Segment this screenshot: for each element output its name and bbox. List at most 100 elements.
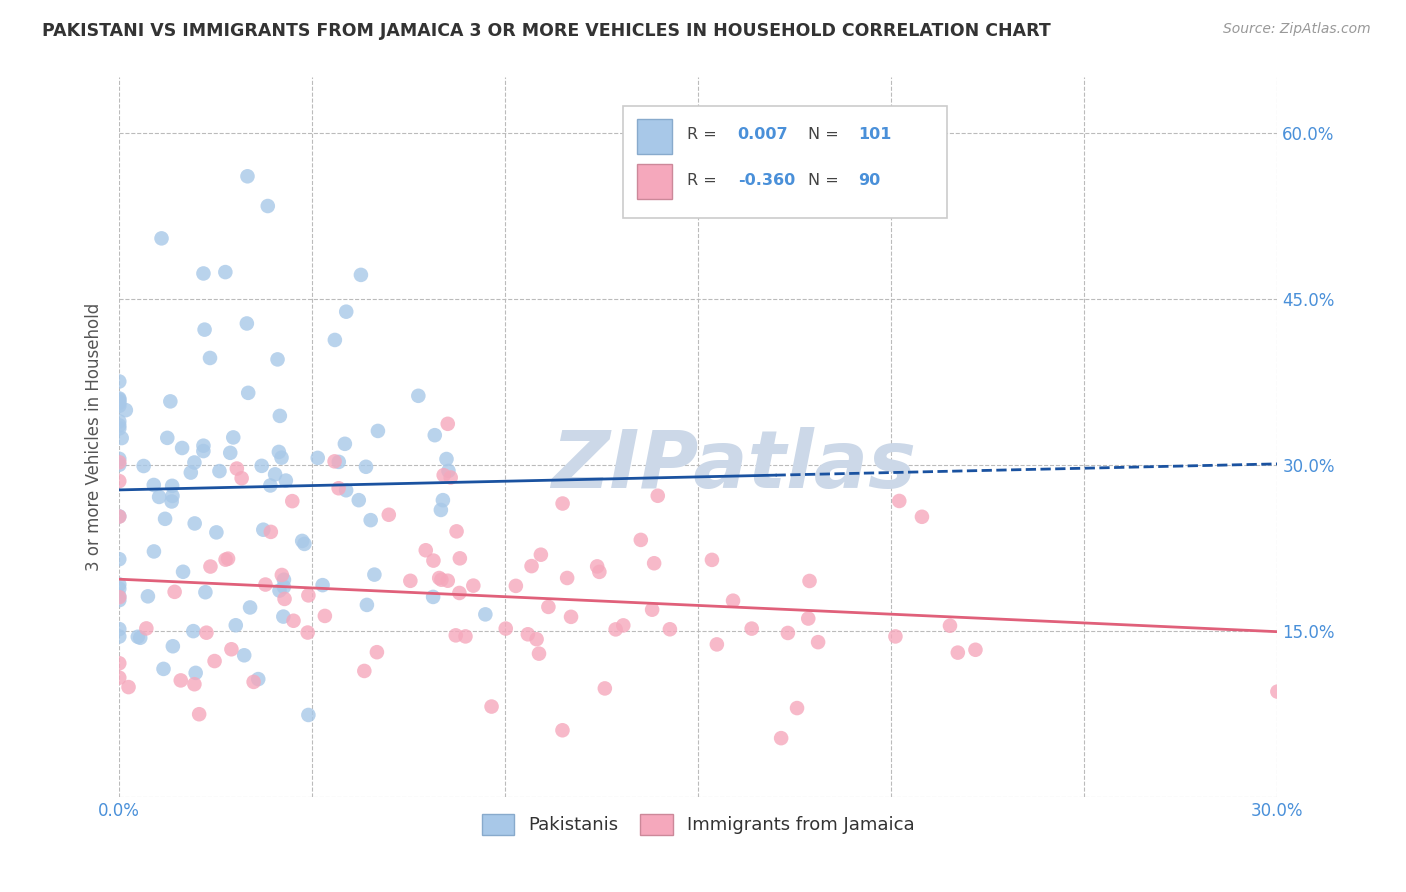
Point [588,565,610,579]
Point [159,394,181,409]
Point [333,437,356,451]
Point [108,394,131,409]
Point [108,392,131,407]
Point [323,333,346,347]
Point [314,609,336,624]
Point [399,574,422,588]
Point [115,403,138,417]
Point [181,624,204,639]
Point [269,409,291,423]
Point [183,455,205,469]
Point [273,609,295,624]
Point [236,317,259,331]
Point [108,509,131,524]
Point [194,585,217,599]
Point [347,493,370,508]
Point [721,593,744,607]
Point [108,590,131,604]
Text: -0.360: -0.360 [738,173,794,188]
Point [283,614,305,628]
Point [297,625,319,640]
Point [356,598,378,612]
Point [537,599,560,614]
Text: N =: N = [808,128,844,143]
Point [193,439,215,453]
Point [378,508,401,522]
Point [129,631,152,645]
Point [323,454,346,468]
Point [328,455,350,469]
Point [437,464,460,478]
Point [911,509,934,524]
Point [135,621,157,635]
Point [183,677,205,691]
Point [108,418,131,433]
Point [156,431,179,445]
Point [142,478,165,492]
Point [799,574,821,588]
Point [108,622,131,636]
Point [266,352,288,367]
Point [108,414,131,428]
Point [108,396,131,410]
Point [200,559,222,574]
Point [273,573,295,587]
Point [250,458,273,473]
Point [148,490,170,504]
Point [367,424,389,438]
Point [605,623,627,637]
Point [354,459,377,474]
Point [108,455,131,469]
Point [297,588,319,602]
Point [217,551,239,566]
Point [225,618,247,632]
Point [198,351,221,365]
Point [172,565,194,579]
Point [328,481,350,495]
Point [222,430,245,444]
Point [495,622,517,636]
Point [520,559,543,574]
Text: R =: R = [686,173,721,188]
Point [422,553,444,567]
Point [162,640,184,654]
Point [433,468,456,483]
Point [172,441,194,455]
Point [297,708,319,723]
Point [193,444,215,458]
Point [108,399,131,413]
Point [526,632,548,647]
Point [481,699,503,714]
Point [225,461,247,475]
Point [117,680,139,694]
Point [236,169,259,184]
Point [273,591,295,606]
Point [630,533,652,547]
Point [444,628,467,642]
Point [108,582,131,596]
Point [108,630,131,644]
Text: R =: R = [686,128,721,143]
Point [188,707,211,722]
Point [1267,684,1289,698]
Point [221,642,243,657]
Point [436,574,458,588]
Point [516,627,538,641]
Point [108,421,131,435]
Point [770,731,793,746]
Point [786,701,808,715]
Point [142,544,165,558]
Point [231,471,253,485]
Point [427,571,450,585]
Point [440,470,463,484]
Point [111,431,134,445]
Point [108,392,131,406]
Point [108,591,131,605]
Point [700,553,723,567]
Point [153,512,176,526]
Point [432,493,454,508]
Point [238,385,260,400]
Point [136,590,159,604]
Point [108,451,131,466]
Point [127,630,149,644]
